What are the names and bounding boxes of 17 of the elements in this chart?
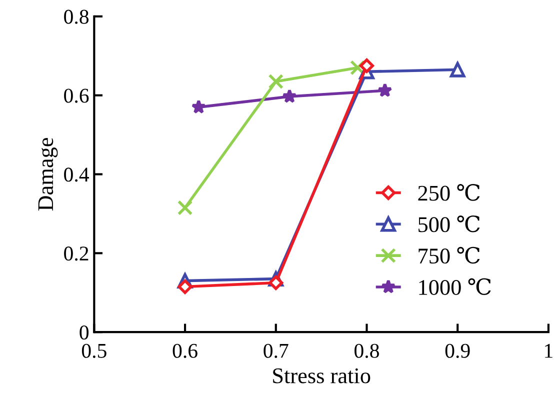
x-tick-label: 0.6 [172,344,198,358]
y-tick-label: 0.6 [64,88,89,103]
y-tick-label: 0.8 [64,10,89,24]
legend-label: 250 ℃ [418,184,480,201]
x-tick-label: 0.7 [264,344,288,358]
x-tick-label: 1 [545,344,552,358]
y-tick-label: 0.2 [64,246,88,261]
x-tick-label: 0.8 [354,344,379,358]
y-axis-title: Damage [38,138,58,211]
legend-label: 750 ℃ [418,246,480,264]
legend-label: 1000 ℃ [419,278,491,296]
x-axis-title: Stress ratio [273,368,370,384]
y-tick-label: 0.4 [64,168,89,182]
x-tick-label: 0.5 [82,344,106,358]
y-tick-label: 0 [80,325,89,340]
x-tick-label: 0.9 [445,344,470,358]
legend-label: 500 ℃ [418,215,480,232]
